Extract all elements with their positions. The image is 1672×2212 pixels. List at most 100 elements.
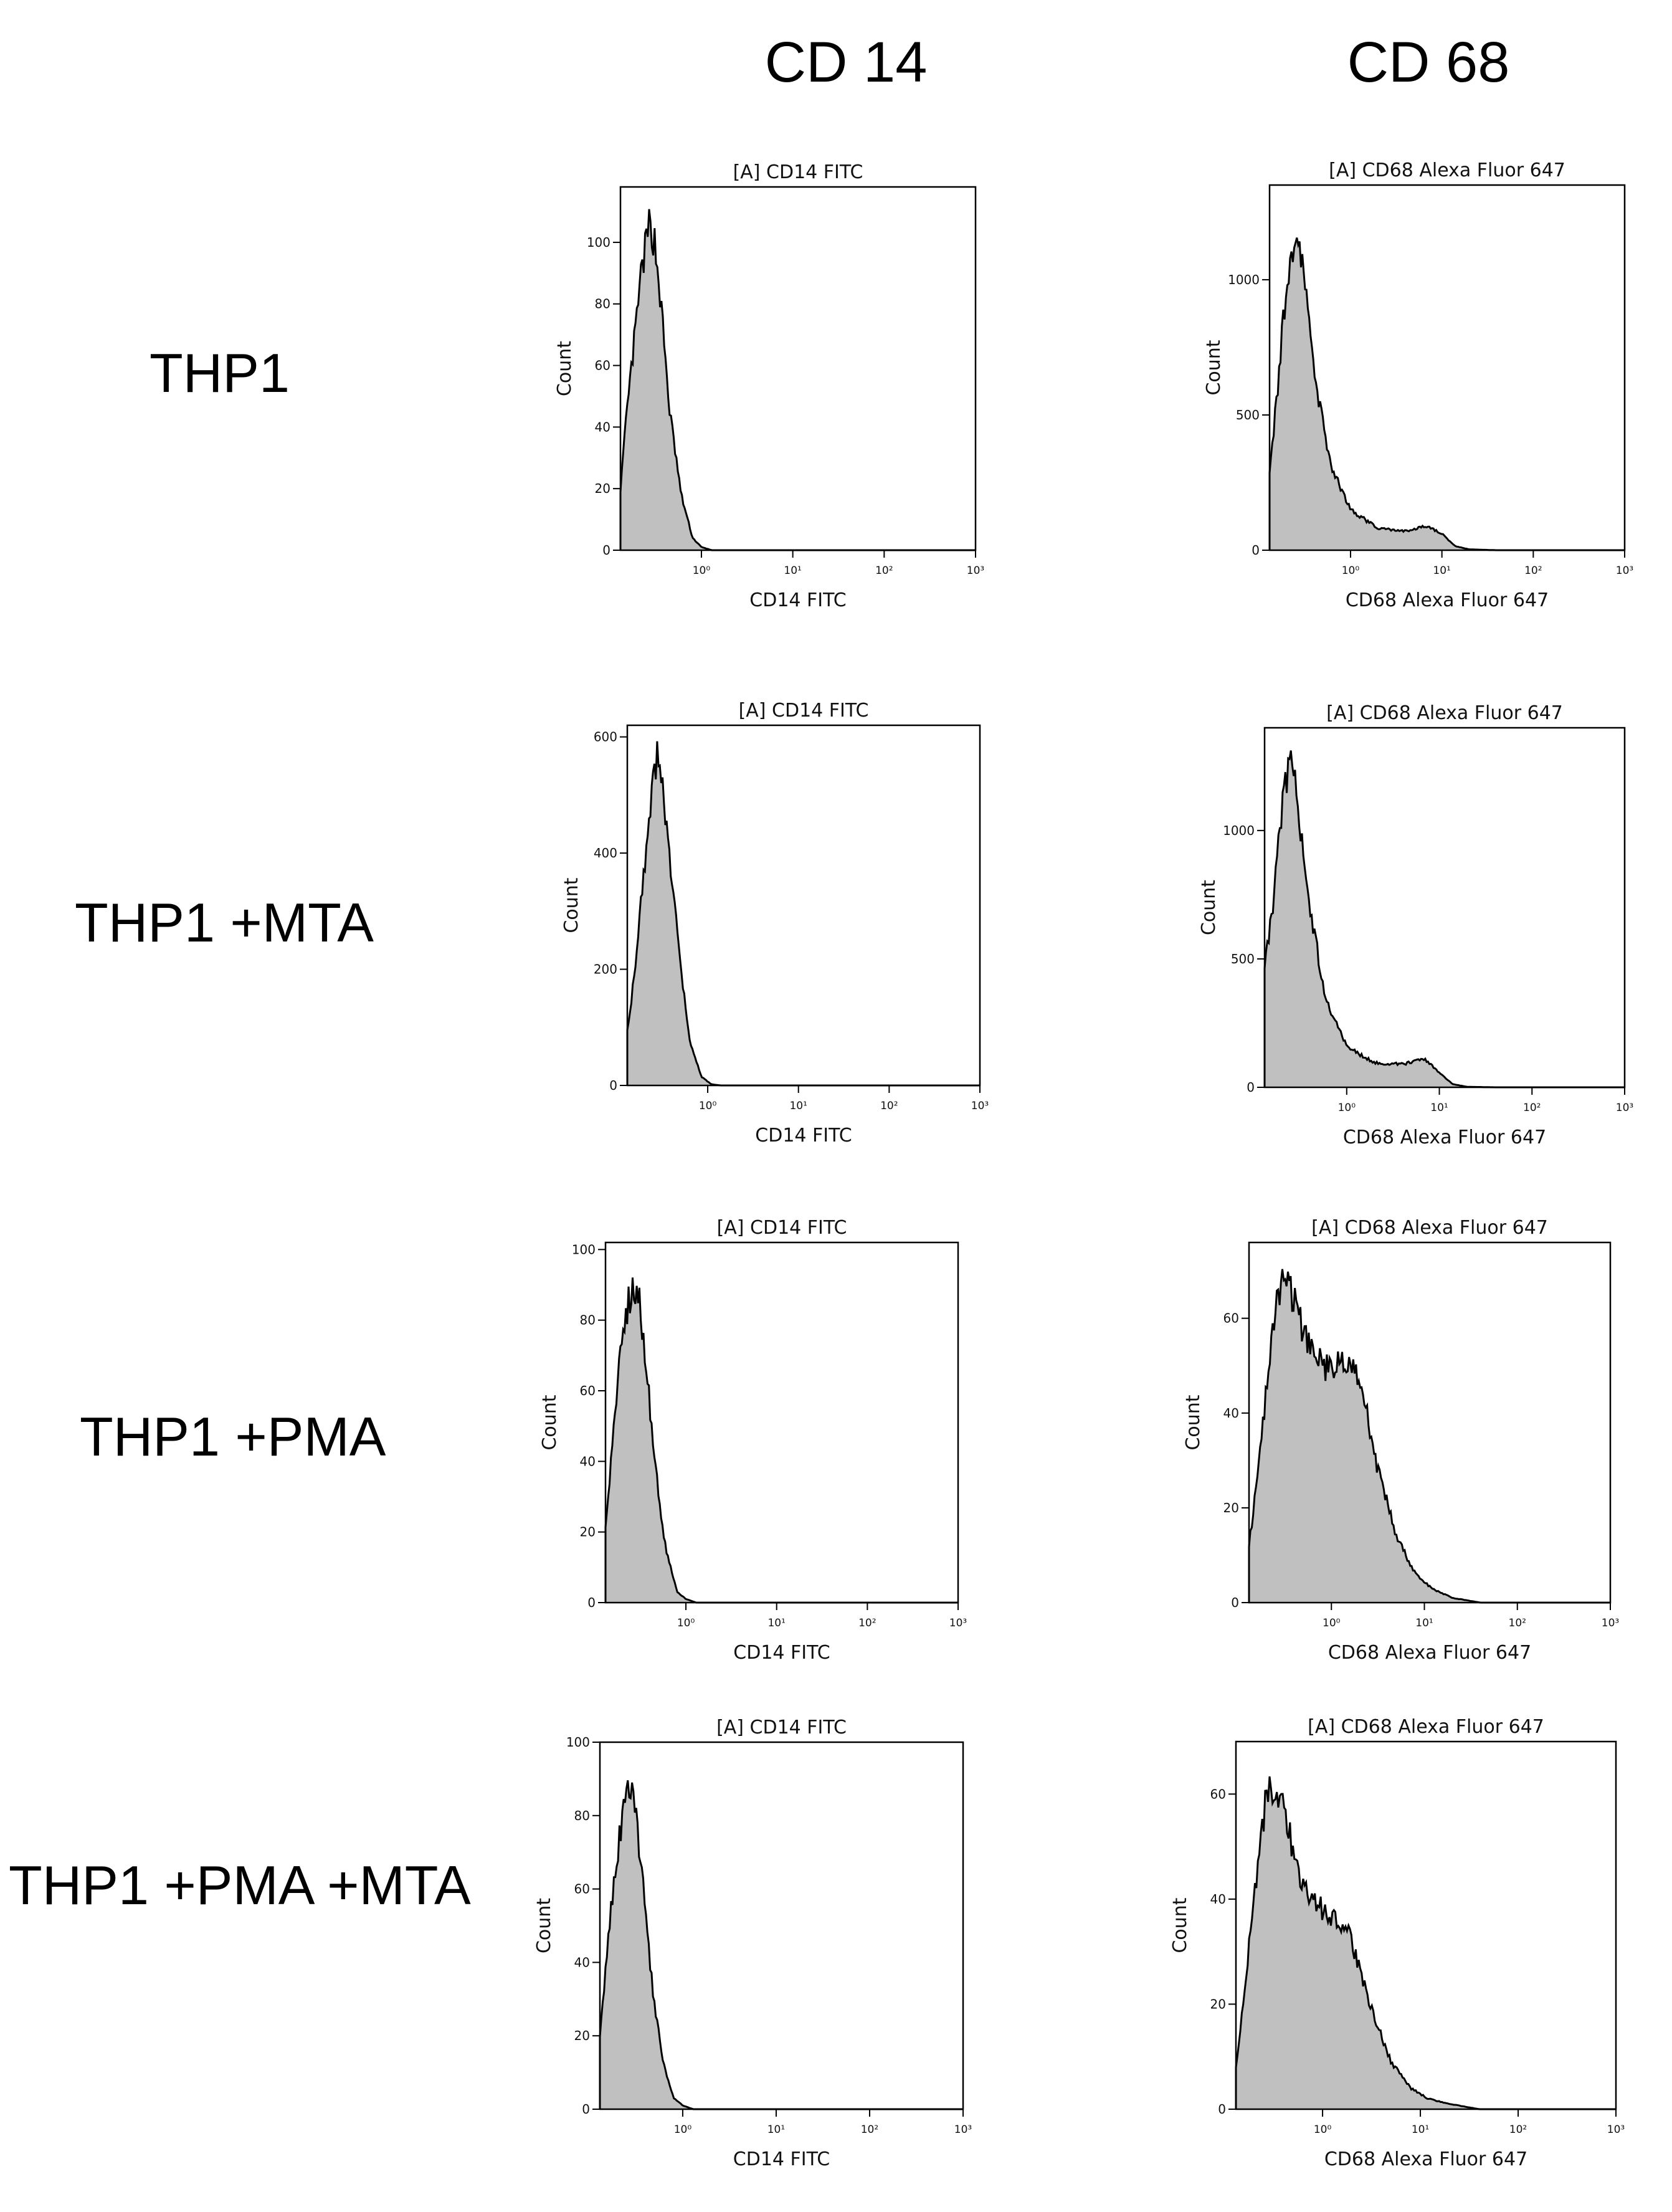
- x-tick-label: 10²: [1509, 1617, 1526, 1629]
- y-tick-label: 0: [1247, 1080, 1255, 1095]
- y-tick-label: 40: [574, 1955, 590, 1970]
- x-tick-label: 10¹: [1412, 2124, 1429, 2136]
- y-tick-label: 0: [609, 1078, 617, 1093]
- x-tick-label: 10⁰: [677, 1617, 695, 1629]
- y-tick-label: 40: [1210, 1892, 1226, 1907]
- y-tick-label: 60: [1210, 1786, 1226, 1801]
- chart-title: [A] CD68 Alexa Fluor 647: [1326, 702, 1563, 724]
- y-axis-label: Count: [561, 877, 582, 933]
- x-tick-label: 10¹: [1430, 1102, 1448, 1114]
- x-axis-label: CD68 Alexa Fluor 647: [1343, 1127, 1546, 1148]
- x-tick-label: 10²: [1509, 2124, 1527, 2136]
- row-label-thp1-mta: THP1 +MTA: [75, 892, 374, 953]
- plot-frame: [599, 1741, 964, 2110]
- x-tick-label: 10²: [1524, 565, 1542, 577]
- y-tick-label: 0: [1231, 1595, 1239, 1610]
- x-tick-label: 10⁰: [1342, 565, 1360, 577]
- plot-frame: [626, 724, 981, 1087]
- plot-frame: [619, 186, 977, 551]
- chart-title: [A] CD14 FITC: [739, 700, 869, 722]
- histogram-pmamta-cd68: [A] CD68 Alexa Fluor 647 0 20 40 60 10⁰ 10¹ 10²…: [1169, 1716, 1625, 2170]
- y-tick-label: 60: [580, 1383, 596, 1398]
- y-tick-label: 20: [580, 1525, 596, 1540]
- y-tick-label: 400: [594, 846, 617, 860]
- y-tick-label: 80: [574, 1808, 590, 1823]
- plot-frame: [1268, 184, 1626, 551]
- y-tick-label: 100: [587, 235, 610, 250]
- y-tick-label: 40: [595, 419, 610, 434]
- y-axis-label: Count: [1182, 1394, 1204, 1450]
- chart-title: [A] CD68 Alexa Fluor 647: [1311, 1217, 1548, 1239]
- histogram-fill: [627, 741, 980, 1085]
- x-tick-label: 10¹: [1433, 565, 1450, 577]
- histogram-thp1-cd14: [A] CD14 FITC 0 20 40 60 80 100 10⁰ 10¹ 10² 10³ CD1…: [554, 161, 984, 611]
- histogram-fill: [1236, 1776, 1616, 2109]
- y-tick-label: 0: [602, 543, 610, 558]
- x-tick-label: 10⁰: [674, 2124, 692, 2136]
- histogram-pmamta-cd14: [A] CD14 FITC 0 20 40 60 80 100 10⁰ 10¹ 10² 10³ CD1…: [533, 1717, 972, 2170]
- x-tick-label: 10⁰: [699, 1100, 717, 1112]
- y-axis-label: Count: [554, 341, 576, 396]
- x-axis-label: CD68 Alexa Fluor 647: [1324, 2148, 1527, 2170]
- x-tick-label: 10³: [967, 565, 984, 577]
- y-tick-label: 20: [1210, 1996, 1226, 2011]
- histogram-fill: [1249, 1269, 1610, 1603]
- y-axis-label: Count: [1203, 340, 1225, 395]
- x-tick-label: 10²: [875, 565, 893, 577]
- histogram-mta-cd68: [A] CD68 Alexa Fluor 647 0 500 1000 10⁰ 10¹ 10…: [1198, 702, 1633, 1148]
- y-tick-label: 1000: [1223, 823, 1255, 838]
- y-tick-label: 0: [1218, 2102, 1226, 2117]
- y-tick-label: 60: [1223, 1311, 1239, 1326]
- y-tick-label: 0: [582, 2102, 590, 2117]
- x-axis-label: CD14 FITC: [733, 1642, 830, 1664]
- y-axis-label: Count: [1198, 880, 1220, 935]
- x-tick-label: 10³: [1616, 565, 1633, 577]
- y-tick-label: 500: [1231, 951, 1255, 966]
- x-tick-label: 10³: [1607, 2124, 1625, 2136]
- y-tick-label: 20: [574, 2028, 590, 2043]
- histogram-fill: [606, 1277, 958, 1603]
- y-axis-label: Count: [533, 1898, 555, 1953]
- x-axis-label: CD68 Alexa Fluor 647: [1328, 1642, 1531, 1664]
- chart-title: [A] CD68 Alexa Fluor 647: [1329, 160, 1565, 181]
- y-axis-label: Count: [539, 1394, 561, 1450]
- y-tick-label: 80: [595, 297, 610, 312]
- x-tick-label: 10²: [861, 2124, 878, 2136]
- x-tick-label: 10⁰: [1338, 1102, 1356, 1114]
- row-label-thp1: THP1: [150, 342, 290, 404]
- chart-title: [A] CD14 FITC: [717, 1217, 847, 1239]
- row-label-thp1-pma-mta: THP1 +PMA +MTA: [9, 1854, 471, 1916]
- x-tick-label: 10³: [949, 1617, 967, 1629]
- x-tick-label: 10⁰: [1314, 2124, 1332, 2136]
- y-tick-label: 60: [595, 358, 610, 373]
- plot-frame: [604, 1241, 959, 1604]
- chart-title: [A] CD14 FITC: [733, 161, 863, 183]
- y-tick-label: 40: [580, 1454, 596, 1469]
- x-axis-label: CD68 Alexa Fluor 647: [1346, 589, 1549, 611]
- plot-frame: [1263, 727, 1626, 1089]
- y-tick-label: 0: [1252, 543, 1260, 558]
- y-tick-label: 60: [574, 1882, 590, 1897]
- x-tick-label: 10¹: [784, 565, 801, 577]
- y-tick-label: 600: [594, 730, 617, 745]
- x-tick-label: 10³: [954, 2124, 972, 2136]
- y-axis-label: Count: [1169, 1897, 1191, 1953]
- histogram-fill: [1265, 750, 1625, 1087]
- x-tick-label: 10³: [1602, 1617, 1619, 1629]
- histogram-fill: [620, 209, 976, 550]
- histogram-pma-cd14: [A] CD14 FITC 0 20 40 60 80 100 10⁰ 10¹ 10² 10³ CD1…: [539, 1217, 967, 1664]
- y-tick-label: 0: [587, 1595, 596, 1610]
- y-tick-label: 1000: [1228, 272, 1260, 287]
- x-axis-label: CD14 FITC: [749, 589, 846, 611]
- y-tick-label: 100: [572, 1242, 596, 1257]
- histogram-thp1-cd68: [A] CD68 Alexa Fluor 647 0 500 1000 10⁰ 10¹ 10…: [1203, 160, 1633, 611]
- x-axis-label: CD14 FITC: [755, 1125, 852, 1147]
- x-tick-label: 10¹: [767, 1617, 785, 1629]
- x-axis-label: CD14 FITC: [733, 2148, 830, 2170]
- row-label-thp1-pma: THP1 +PMA: [80, 1406, 386, 1467]
- column-header-cd68: CD 68: [1347, 31, 1510, 94]
- y-tick-label: 40: [1223, 1406, 1239, 1421]
- y-tick-label: 80: [580, 1313, 596, 1328]
- chart-title: [A] CD14 FITC: [716, 1717, 847, 1738]
